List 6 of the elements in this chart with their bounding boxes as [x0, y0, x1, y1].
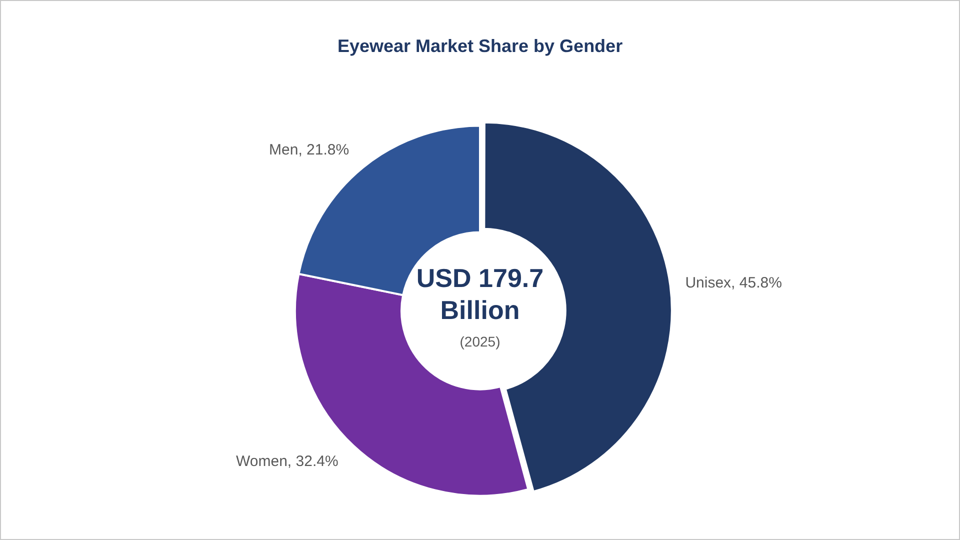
- slice-label: Unisex, 45.8%: [685, 274, 782, 292]
- text: USD 179.7 Billion: [416, 262, 544, 325]
- text: (2025): [460, 334, 500, 350]
- chart-title: Eyewear Market Share by Gender: [337, 36, 623, 56]
- slice-label: Men, 21.8%: [269, 142, 350, 159]
- slice-label: Women, 32.4%: [236, 452, 338, 470]
